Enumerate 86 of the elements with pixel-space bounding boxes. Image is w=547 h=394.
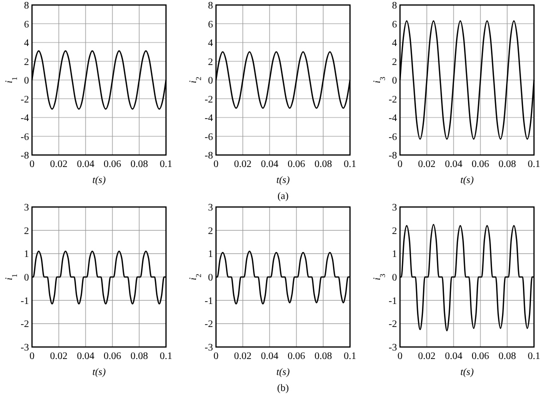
x-tick-label: 0.06	[104, 351, 122, 362]
y-tick-label: 2	[24, 226, 29, 237]
y-tick-label: 3	[24, 202, 29, 214]
y-tick-label: 0	[392, 272, 397, 284]
x-tick-label: 0.1	[160, 159, 172, 170]
y-tick-label: 2	[208, 56, 213, 68]
y-tick-label: 4	[208, 38, 213, 49]
x-tick-label: 0.04	[444, 351, 462, 362]
x-tick-label: 0.08	[314, 351, 332, 362]
x-tick-label: 0.04	[260, 159, 278, 170]
y-tick-label: 0	[24, 272, 29, 284]
y-tick-label: -2	[204, 94, 213, 106]
x-tick-label: 0.1	[344, 351, 356, 362]
y-tick-label: -1	[204, 296, 213, 307]
y-tick-label: -3	[388, 342, 397, 354]
y-tick-label: 2	[208, 226, 213, 237]
y-tick-label: 0	[24, 76, 29, 86]
x-tick-label: 0.1	[528, 351, 540, 362]
y-tick-label: 3	[392, 202, 397, 214]
y-tick-label: 8	[24, 0, 29, 12]
y-tick-label: 6	[208, 19, 213, 30]
x-tick-label: 0.08	[498, 351, 516, 362]
y-tick-label: -6	[20, 132, 29, 143]
x-tick-label: 0.02	[50, 159, 68, 170]
x-axis-title: t(s)	[276, 175, 290, 186]
x-tick-label: 0.04	[76, 159, 94, 170]
x-tick-label: 0.08	[314, 159, 332, 170]
y-tick-label: -3	[204, 342, 213, 354]
x-axis-title: t(s)	[92, 367, 106, 378]
x-tick-label: 0.06	[288, 351, 306, 362]
x-tick-label: 0.02	[234, 159, 252, 170]
y-tick-label: 1	[208, 249, 213, 260]
y-tick-label: -1	[20, 296, 29, 307]
y-tick-label: 1	[24, 249, 29, 260]
y-tick-label: -4	[204, 113, 213, 124]
x-tick-label: 0.06	[104, 159, 122, 170]
y-tick-label: 4	[392, 38, 397, 49]
y-tick-label: -2	[20, 94, 29, 106]
x-tick-label: 0.08	[130, 159, 148, 170]
x-tick-label: 0.02	[418, 351, 436, 362]
x-tick-label: 0.1	[160, 351, 172, 362]
y-tick-label: -8	[20, 150, 29, 162]
y-tick-label: 6	[24, 19, 29, 30]
x-tick-label: 0.06	[288, 159, 306, 170]
y-tick-label: 0	[208, 272, 213, 284]
y-tick-label: 0	[392, 76, 397, 86]
x-tick-label: 0.1	[528, 159, 540, 170]
y-tick-label: 2	[392, 226, 397, 237]
y-tick-label: -1	[388, 296, 397, 307]
text: (a)	[277, 191, 289, 202]
y-tick-label: -4	[20, 113, 29, 124]
y-tick-label: 0	[208, 76, 213, 86]
y-tick-label: 6	[392, 19, 397, 30]
x-tick-label: 0.04	[444, 159, 462, 170]
y-tick-label: 8	[392, 0, 397, 12]
y-tick-label: 3	[208, 202, 213, 214]
x-tick-label: 0.08	[498, 159, 516, 170]
y-tick-label: -2	[388, 319, 397, 330]
x-tick-label: 0.08	[130, 351, 148, 362]
x-axis-title: t(s)	[460, 367, 474, 378]
y-tick-label: -2	[388, 94, 397, 106]
x-tick-label: 0.06	[472, 159, 490, 170]
x-tick-label: 0.04	[260, 351, 278, 362]
y-tick-label: 1	[392, 249, 397, 260]
y-tick-label: -8	[388, 150, 397, 162]
y-tick-label: -4	[388, 113, 397, 124]
y-tick-label: -2	[204, 319, 213, 330]
y-tick-label: 8	[208, 0, 213, 12]
text: (b)	[277, 383, 289, 394]
y-tick-label: -6	[388, 132, 397, 143]
x-tick-label: 0.02	[234, 351, 252, 362]
x-tick-label: 0.1	[344, 159, 356, 170]
y-tick-label: -3	[20, 342, 29, 354]
y-tick-label: 4	[24, 38, 29, 49]
y-tick-label: -8	[204, 150, 213, 162]
x-tick-label: 0.02	[418, 159, 436, 170]
y-tick-label: 2	[392, 56, 397, 68]
x-axis-title: t(s)	[460, 175, 474, 186]
y-tick-label: 2	[24, 56, 29, 68]
x-tick-label: 0.02	[50, 351, 68, 362]
x-axis-title: t(s)	[276, 367, 290, 378]
y-tick-label: -6	[204, 132, 213, 143]
x-axis-title: t(s)	[92, 175, 106, 186]
y-tick-label: -2	[20, 319, 29, 330]
x-tick-label: 0.04	[76, 351, 94, 362]
x-tick-label: 0.06	[472, 351, 490, 362]
